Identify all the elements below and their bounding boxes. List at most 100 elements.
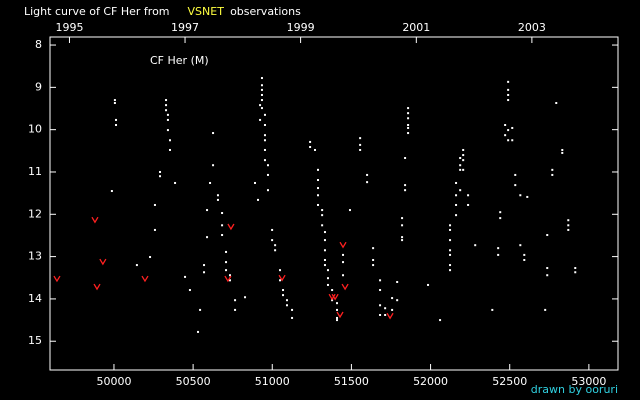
observation-point [260, 77, 263, 80]
observation-point [321, 224, 324, 227]
title-end: observations [230, 5, 301, 18]
upper-limit-mark [278, 274, 286, 282]
observation-point [546, 274, 549, 277]
observation-point [359, 137, 362, 140]
observation-point [379, 304, 382, 307]
title-text: Light curve of CF Her from [24, 5, 170, 18]
observation-point [519, 194, 522, 197]
observation-point [174, 181, 177, 184]
observation-point [216, 198, 219, 201]
observation-point [274, 244, 277, 247]
observation-point [216, 194, 219, 197]
observation-point [321, 214, 324, 217]
observation-point [336, 302, 339, 305]
observation-point [336, 316, 339, 319]
observation-point [279, 279, 282, 282]
observation-point [259, 118, 262, 121]
observation-point [326, 277, 329, 280]
observation-point [203, 271, 206, 274]
observation-point [372, 264, 375, 267]
title-highlight: VSNET [188, 5, 225, 18]
y-tick-label: 10 [28, 123, 42, 136]
observation-point [336, 308, 339, 311]
observation-point [221, 234, 224, 237]
observation-point [266, 173, 269, 176]
observation-point [234, 299, 237, 302]
upper-limit-mark [227, 223, 235, 231]
observation-point [404, 157, 407, 160]
y-tick-label: 9 [35, 80, 42, 93]
observation-point [449, 269, 452, 272]
observation-point [561, 151, 564, 154]
observation-point [317, 194, 320, 197]
observation-point [455, 194, 458, 197]
observation-point [459, 157, 462, 160]
y-tick-label: 15 [28, 334, 42, 347]
observation-point [511, 126, 514, 129]
year-tick-label: 2001 [402, 21, 430, 34]
observation-point [135, 264, 138, 267]
observation-point [197, 330, 200, 333]
x-tick-label: 52000 [413, 375, 448, 388]
observation-point [188, 289, 191, 292]
observation-point [317, 187, 320, 190]
observation-point [260, 107, 263, 110]
observation-point [567, 228, 570, 231]
observation-point [291, 316, 294, 319]
observation-point [266, 189, 269, 192]
observation-point [514, 184, 517, 187]
observation-point [404, 189, 407, 192]
observation-point [166, 113, 169, 116]
observation-point [165, 99, 168, 102]
observation-point [212, 132, 215, 135]
upper-limit-mark [386, 312, 394, 320]
observation-point [263, 148, 266, 151]
observation-point [391, 297, 394, 300]
observation-point [266, 164, 269, 167]
observation-point [449, 264, 452, 267]
observation-point [342, 274, 345, 277]
observation-point [407, 112, 410, 115]
observation-point [212, 164, 215, 167]
observation-point [260, 88, 263, 91]
observation-point [228, 279, 231, 282]
observation-point [209, 181, 212, 184]
observation-point [271, 228, 274, 231]
year-tick-label: 2003 [518, 21, 546, 34]
x-tick-label: 52500 [492, 375, 527, 388]
chart-title: Light curve of CF Her from VSNET observati… [24, 5, 301, 18]
observation-point [467, 203, 470, 206]
observation-point [507, 88, 510, 91]
x-tick-label: 50000 [96, 375, 131, 388]
observation-point [260, 93, 263, 96]
observation-point [228, 274, 231, 277]
observation-point [149, 256, 152, 259]
observation-point [271, 239, 274, 242]
observation-point [326, 283, 329, 286]
observation-point [379, 313, 382, 316]
observation-point [462, 159, 465, 162]
y-tick-label: 13 [28, 250, 42, 263]
plot-frame [49, 36, 619, 371]
observation-point [449, 239, 452, 242]
observation-point [507, 129, 510, 132]
observation-point [526, 195, 529, 198]
credit: drawn by ooruri [531, 383, 618, 396]
observation-point [263, 159, 266, 162]
observation-point [384, 307, 387, 310]
observation-point [263, 139, 266, 142]
upper-limit-mark [336, 311, 344, 319]
observation-point [396, 299, 399, 302]
observation-point [551, 168, 554, 171]
observation-point [115, 118, 118, 121]
observation-point [221, 224, 224, 227]
observation-point [462, 168, 465, 171]
observation-point [285, 304, 288, 307]
observation-point [221, 212, 224, 215]
observation-point [199, 308, 202, 311]
observation-point [551, 173, 554, 176]
observation-point [567, 224, 570, 227]
observation-point [401, 239, 404, 242]
observation-point [359, 148, 362, 151]
observation-point [459, 164, 462, 167]
